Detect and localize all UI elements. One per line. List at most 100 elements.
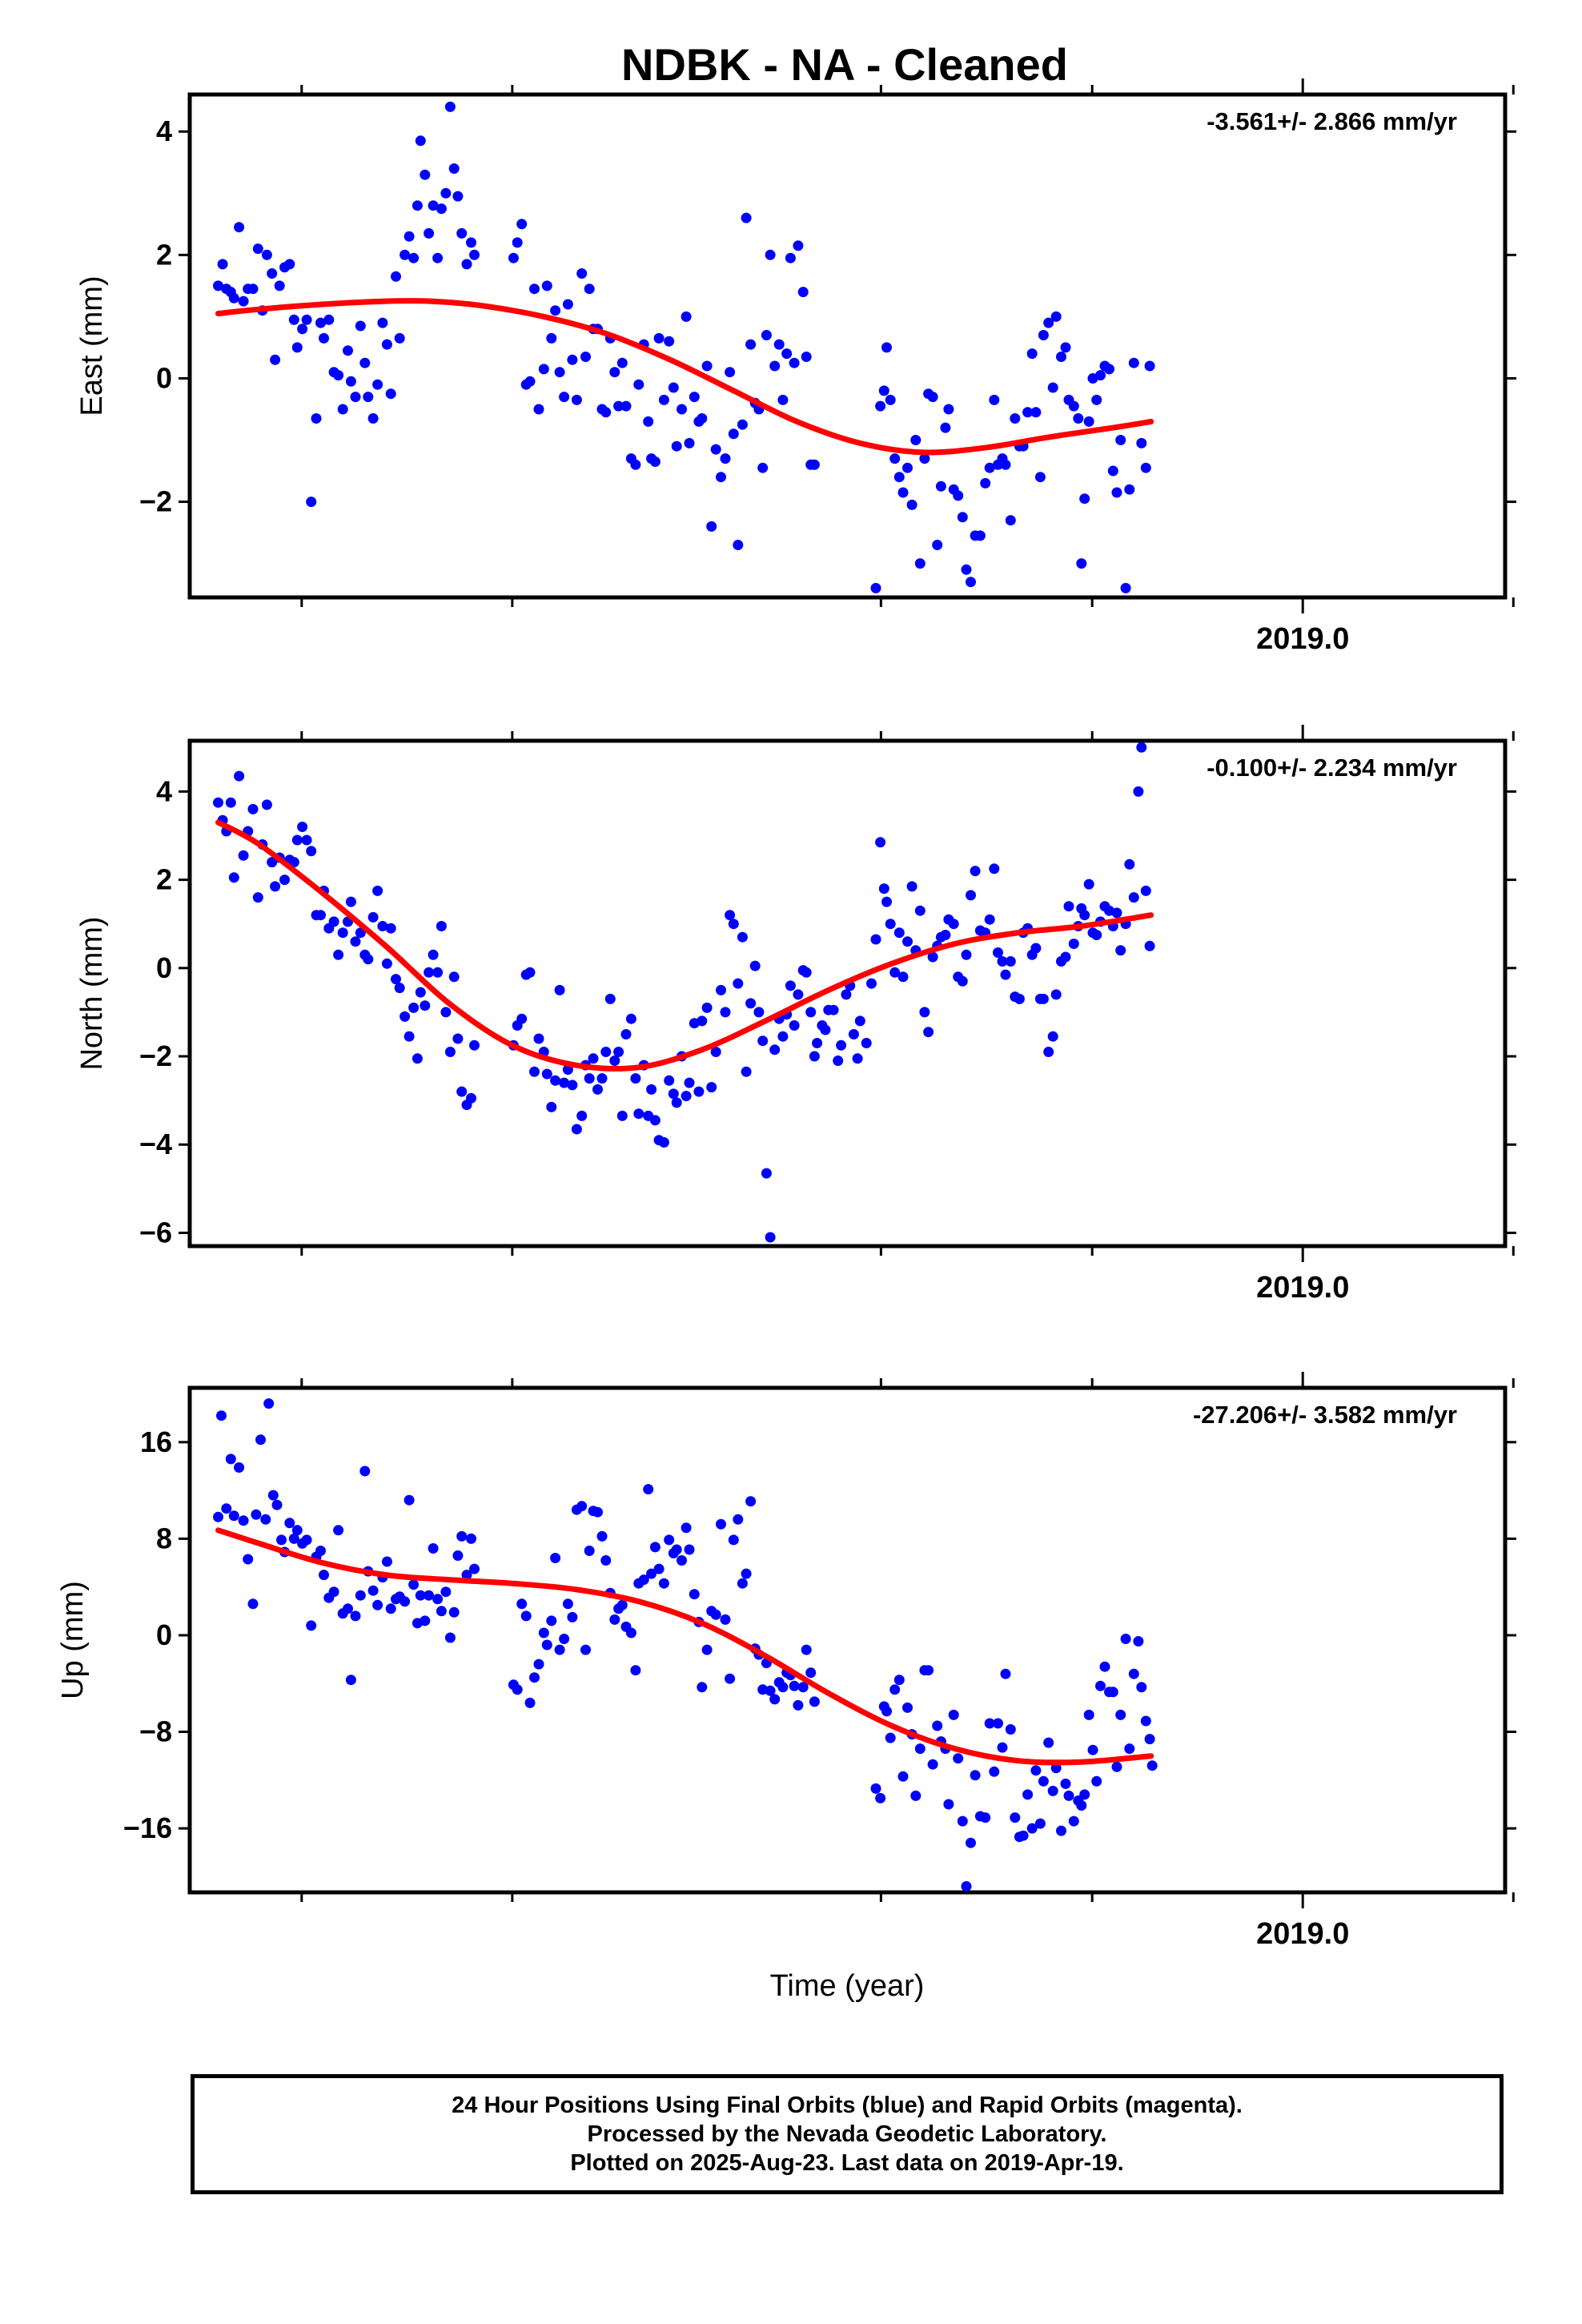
data-point bbox=[919, 453, 930, 464]
data-point bbox=[456, 1086, 468, 1097]
data-point bbox=[630, 1665, 641, 1676]
data-point bbox=[897, 1771, 909, 1782]
data-point bbox=[789, 357, 800, 368]
data-point bbox=[228, 1510, 239, 1522]
data-point bbox=[653, 332, 665, 344]
data-point bbox=[600, 407, 612, 418]
data-point bbox=[902, 936, 913, 947]
data-point bbox=[781, 348, 793, 360]
data-point bbox=[279, 875, 290, 886]
data-point bbox=[653, 1563, 665, 1574]
data-point bbox=[424, 967, 435, 978]
data-point bbox=[1030, 407, 1042, 418]
data-point bbox=[1068, 939, 1079, 949]
data-point bbox=[761, 330, 772, 340]
data-point bbox=[1144, 940, 1155, 951]
data-point bbox=[989, 863, 1000, 875]
data-point bbox=[789, 1680, 800, 1691]
data-point bbox=[1050, 311, 1062, 322]
data-point bbox=[456, 1530, 468, 1542]
data-point bbox=[420, 1000, 431, 1011]
data-point bbox=[385, 388, 396, 400]
y-tick-label: 0 bbox=[156, 1618, 172, 1651]
data-point bbox=[923, 1665, 934, 1676]
data-point bbox=[448, 1606, 460, 1618]
data-point bbox=[725, 910, 736, 921]
data-point bbox=[741, 212, 752, 223]
data-point bbox=[444, 1632, 456, 1643]
data-point bbox=[456, 227, 468, 239]
data-point bbox=[337, 404, 348, 415]
data-point bbox=[284, 1518, 295, 1529]
data-point bbox=[953, 490, 964, 501]
data-point bbox=[381, 1556, 392, 1567]
data-point bbox=[980, 477, 991, 489]
data-point bbox=[761, 1168, 772, 1179]
data-point bbox=[769, 1044, 781, 1055]
data-point bbox=[367, 1585, 379, 1596]
data-point bbox=[600, 1047, 612, 1057]
data-point bbox=[345, 1675, 356, 1686]
data-point bbox=[1076, 558, 1087, 569]
data-point bbox=[681, 1522, 692, 1534]
data-point bbox=[315, 910, 326, 921]
data-point bbox=[408, 252, 420, 263]
data-point bbox=[893, 1675, 905, 1686]
data-point bbox=[1091, 930, 1102, 940]
data-point bbox=[716, 1518, 726, 1530]
data-point bbox=[516, 219, 528, 230]
data-point bbox=[541, 1639, 552, 1651]
y-tick-label: −6 bbox=[139, 1216, 172, 1248]
data-point bbox=[533, 404, 544, 415]
y-tick-label: 4 bbox=[156, 774, 172, 807]
data-point bbox=[966, 1837, 976, 1848]
data-point bbox=[801, 1644, 812, 1655]
data-point bbox=[733, 540, 744, 550]
data-point bbox=[412, 1053, 423, 1064]
data-point bbox=[1073, 413, 1084, 424]
data-point bbox=[1140, 462, 1151, 473]
data-point bbox=[777, 394, 789, 405]
data-point bbox=[948, 1709, 959, 1720]
data-point bbox=[291, 342, 303, 353]
data-point bbox=[1144, 1734, 1155, 1745]
data-point bbox=[567, 1611, 578, 1622]
data-point bbox=[649, 1542, 661, 1553]
data-point bbox=[881, 896, 892, 907]
data-point bbox=[793, 240, 804, 251]
data-point bbox=[902, 1702, 913, 1713]
data-point bbox=[297, 324, 308, 335]
data-point bbox=[697, 1015, 708, 1027]
data-point bbox=[1060, 951, 1071, 963]
data-point bbox=[777, 1682, 789, 1693]
data-point bbox=[533, 1033, 544, 1044]
data-point bbox=[927, 392, 938, 403]
data-point bbox=[620, 400, 632, 412]
data-point bbox=[274, 280, 285, 292]
data-point bbox=[749, 960, 761, 971]
data-point bbox=[1111, 907, 1122, 919]
data-point bbox=[866, 978, 877, 989]
data-point bbox=[720, 453, 731, 464]
data-point bbox=[1026, 348, 1038, 360]
data-point bbox=[571, 394, 582, 405]
data-point bbox=[658, 1137, 669, 1148]
data-point bbox=[225, 797, 236, 808]
data-point bbox=[508, 252, 519, 263]
data-point bbox=[440, 1586, 452, 1598]
data-point bbox=[600, 1555, 612, 1566]
footer-line-plotted: Plotted on 2025-Aug-23. Last data on 201… bbox=[570, 2150, 1124, 2176]
data-point bbox=[452, 1550, 464, 1561]
data-point bbox=[267, 268, 278, 279]
data-point bbox=[225, 1454, 236, 1465]
data-point bbox=[444, 1047, 456, 1057]
data-point bbox=[733, 978, 744, 989]
data-point bbox=[363, 392, 374, 403]
data-point bbox=[1005, 956, 1016, 967]
data-point bbox=[716, 472, 726, 483]
data-point bbox=[1083, 879, 1094, 890]
data-point bbox=[1076, 1800, 1087, 1811]
data-point bbox=[885, 394, 896, 405]
data-point bbox=[588, 1053, 599, 1064]
fit-curve bbox=[215, 819, 1154, 1072]
